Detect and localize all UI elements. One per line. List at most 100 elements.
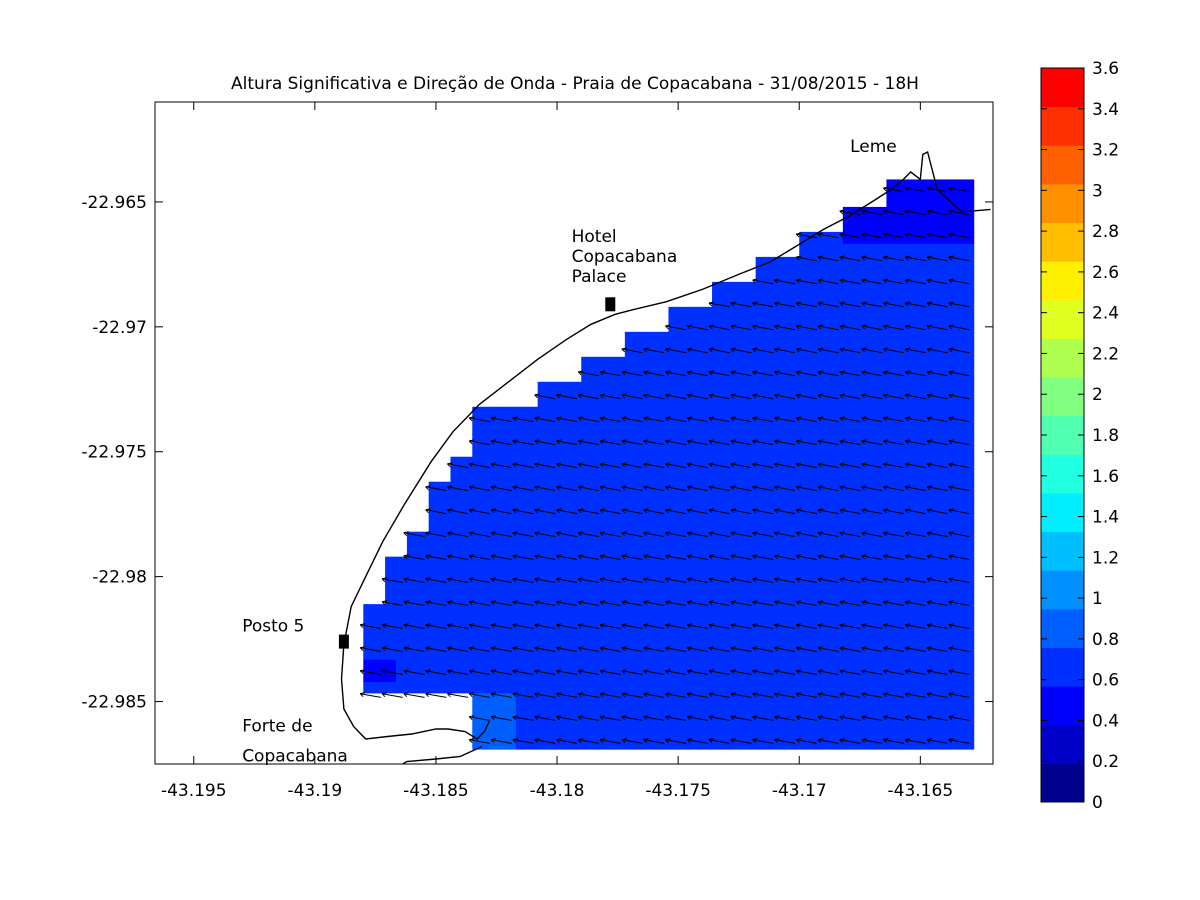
y-tick-label: -22.98 xyxy=(92,568,147,588)
direction-arrow xyxy=(447,532,469,538)
field-cell xyxy=(755,704,768,716)
field-cell xyxy=(712,434,724,447)
field-cell xyxy=(581,692,593,705)
direction-arrow-head xyxy=(425,485,431,488)
direction-arrow-head xyxy=(948,210,953,215)
field-cell xyxy=(526,423,539,435)
direction-arrow-head xyxy=(752,440,756,445)
field-cell xyxy=(417,670,430,683)
direction-arrow xyxy=(490,739,512,744)
field-cell xyxy=(842,569,855,581)
field-cell xyxy=(461,681,473,694)
direction-arrow-head xyxy=(905,232,911,235)
direction-arrow-head xyxy=(883,623,889,626)
direction-arrow xyxy=(447,601,469,606)
field-cell xyxy=(526,569,539,581)
field-cell xyxy=(930,220,942,233)
field-cell xyxy=(559,456,571,469)
direction-arrow-head xyxy=(665,601,669,606)
direction-arrow xyxy=(708,348,730,354)
direction-arrow-head xyxy=(861,233,865,238)
field-cell xyxy=(646,670,659,683)
direction-arrow-head xyxy=(468,463,473,468)
field-cell xyxy=(744,569,757,581)
direction-arrow xyxy=(708,394,730,400)
field-cell xyxy=(821,670,833,683)
direction-arrow-head xyxy=(425,600,431,603)
direction-arrow-head xyxy=(817,669,824,672)
field-cell xyxy=(755,557,768,570)
direction-arrow-head xyxy=(796,439,802,442)
field-cell xyxy=(821,614,833,626)
field-cell xyxy=(777,265,789,278)
field-cell xyxy=(799,445,811,458)
direction-arrow-head xyxy=(490,417,495,422)
direction-arrow-head xyxy=(686,601,691,606)
field-cell xyxy=(537,591,550,604)
direction-arrow-head xyxy=(839,347,845,350)
field-cell xyxy=(548,569,561,581)
direction-arrow-head xyxy=(556,578,560,583)
direction-arrow-head xyxy=(447,554,453,557)
direction-arrow-head xyxy=(665,325,669,330)
field-cell xyxy=(951,243,964,255)
direction-arrow-head xyxy=(752,739,756,743)
direction-arrow-head xyxy=(796,692,802,695)
direction-arrow-head xyxy=(687,416,693,419)
field-cell xyxy=(777,276,789,289)
field-cell xyxy=(853,726,866,739)
field-cell xyxy=(515,670,528,683)
direction-arrow-head xyxy=(360,692,366,695)
field-cell xyxy=(766,614,779,626)
field-cell xyxy=(962,355,975,368)
direction-arrow-head xyxy=(883,600,889,603)
direction-arrow xyxy=(730,601,752,606)
direction-arrow-head xyxy=(948,531,954,534)
direction-arrow-head xyxy=(883,187,887,192)
direction-arrow-head xyxy=(839,255,845,258)
direction-arrow xyxy=(687,371,708,377)
direction-arrow xyxy=(403,647,425,652)
direction-arrow-head xyxy=(926,739,931,743)
direction-arrow-head xyxy=(381,670,386,675)
field-cell xyxy=(592,423,604,435)
field-cell xyxy=(483,569,495,581)
field-cell xyxy=(722,557,735,570)
direction-arrow-head xyxy=(774,325,778,330)
field-cell xyxy=(886,355,898,368)
field-cell xyxy=(548,647,561,660)
field-cell xyxy=(908,333,920,345)
field-cell xyxy=(962,659,975,671)
field-cell xyxy=(810,445,822,458)
direction-arrow xyxy=(905,601,926,606)
direction-arrow-head xyxy=(708,325,713,330)
direction-arrow-head xyxy=(556,462,562,465)
direction-arrow-head xyxy=(839,393,845,396)
field-cell xyxy=(799,614,811,626)
field-cell xyxy=(908,265,920,278)
field-cell xyxy=(875,501,888,514)
direction-arrow-head xyxy=(883,669,889,672)
plot-area xyxy=(338,150,991,764)
field-cell xyxy=(799,411,811,424)
field-cell xyxy=(613,602,626,615)
direction-arrow-head xyxy=(774,532,778,537)
direction-arrow-head xyxy=(795,509,800,514)
direction-arrow-head xyxy=(534,577,540,580)
field-cell xyxy=(864,366,877,379)
direction-arrow-head xyxy=(490,669,497,672)
direction-arrow xyxy=(861,325,883,331)
direction-arrow xyxy=(861,279,883,285)
field-cell xyxy=(842,659,855,671)
field-cell xyxy=(908,501,920,514)
field-cell xyxy=(951,355,964,368)
field-cell xyxy=(930,557,942,570)
colorbar-segment xyxy=(1041,377,1084,417)
field-cell xyxy=(603,366,615,379)
direction-arrow-head xyxy=(948,692,954,695)
field-cell xyxy=(592,501,604,514)
direction-arrow xyxy=(905,279,926,285)
direction-arrow-head xyxy=(599,669,606,672)
field-cell xyxy=(559,580,571,593)
direction-arrow-head xyxy=(621,670,626,675)
